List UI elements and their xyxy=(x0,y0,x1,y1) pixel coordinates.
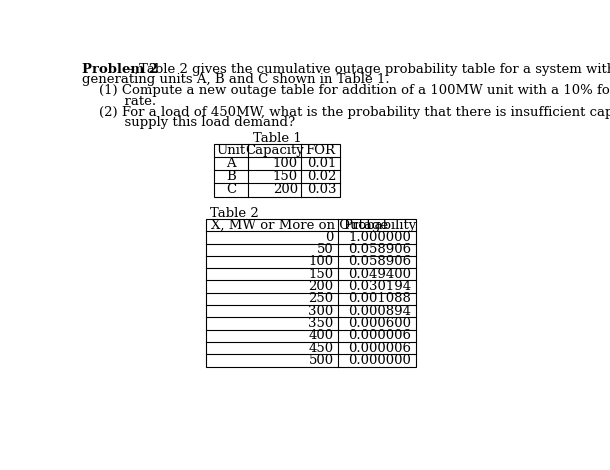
Text: 0.000600: 0.000600 xyxy=(348,317,411,330)
Text: 500: 500 xyxy=(309,354,334,367)
Text: Table 2: Table 2 xyxy=(210,207,259,220)
Text: FOR: FOR xyxy=(306,144,336,157)
Text: 250: 250 xyxy=(309,292,334,306)
Bar xyxy=(206,219,415,367)
Text: 150: 150 xyxy=(309,268,334,281)
Text: 300: 300 xyxy=(308,305,334,318)
Text: 400: 400 xyxy=(309,329,334,343)
Text: rate.: rate. xyxy=(82,95,156,108)
Bar xyxy=(214,144,340,196)
Text: Probability: Probability xyxy=(343,219,416,232)
Text: 0: 0 xyxy=(325,231,334,244)
Text: 0.02: 0.02 xyxy=(307,171,337,183)
Text: X, MW or More on Outage: X, MW or More on Outage xyxy=(211,219,388,232)
Text: C: C xyxy=(226,183,236,196)
Text: 0.000894: 0.000894 xyxy=(348,305,411,318)
Text: supply this load demand?: supply this load demand? xyxy=(82,117,295,129)
Text: B: B xyxy=(226,171,236,183)
Text: – Table 2 gives the cumulative outage probability table for a system with three: – Table 2 gives the cumulative outage pr… xyxy=(124,63,610,76)
Text: (1) Compute a new outage table for addition of a 100MW unit with a 10% forced ou: (1) Compute a new outage table for addit… xyxy=(82,84,610,97)
Text: 0.030194: 0.030194 xyxy=(348,280,411,293)
Text: 0.058906: 0.058906 xyxy=(348,243,411,256)
Text: 100: 100 xyxy=(273,157,298,170)
Text: 450: 450 xyxy=(309,342,334,355)
Text: 200: 200 xyxy=(273,183,298,196)
Text: 0.03: 0.03 xyxy=(307,183,337,196)
Text: A: A xyxy=(226,157,236,170)
Text: generating units A, B and C shown in Table 1.: generating units A, B and C shown in Tab… xyxy=(82,73,389,86)
Text: 1.000000: 1.000000 xyxy=(348,231,411,244)
Text: 50: 50 xyxy=(317,243,334,256)
Text: 0.000006: 0.000006 xyxy=(348,342,411,355)
Text: Table 1: Table 1 xyxy=(253,132,301,145)
Text: 0.058906: 0.058906 xyxy=(348,256,411,268)
Text: 200: 200 xyxy=(309,280,334,293)
Text: 0.001088: 0.001088 xyxy=(348,292,411,306)
Text: Capacity: Capacity xyxy=(245,144,304,157)
Text: Problem 2: Problem 2 xyxy=(82,63,158,76)
Text: 0.01: 0.01 xyxy=(307,157,337,170)
Text: 100: 100 xyxy=(309,256,334,268)
Text: 0.000006: 0.000006 xyxy=(348,329,411,343)
Text: Unit: Unit xyxy=(217,144,246,157)
Text: 350: 350 xyxy=(308,317,334,330)
Text: 0.049400: 0.049400 xyxy=(348,268,411,281)
Text: (2) For a load of 450MW, what is the probability that there is insufficient capa: (2) For a load of 450MW, what is the pro… xyxy=(82,106,610,119)
Text: 0.000000: 0.000000 xyxy=(348,354,411,367)
Text: 150: 150 xyxy=(273,171,298,183)
